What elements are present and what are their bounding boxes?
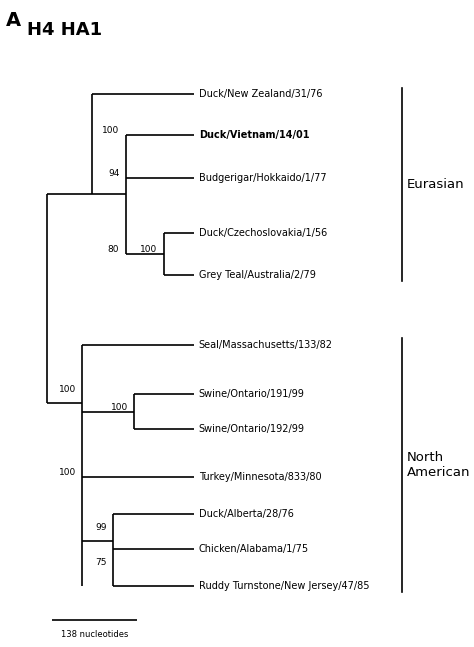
Text: Chicken/Alabama/1/75: Chicken/Alabama/1/75 — [199, 544, 309, 554]
Text: Duck/Czechoslovakia/1/56: Duck/Czechoslovakia/1/56 — [199, 228, 327, 237]
Text: 94: 94 — [108, 169, 119, 178]
Text: Ruddy Turnstone/New Jersey/47/85: Ruddy Turnstone/New Jersey/47/85 — [199, 581, 369, 591]
Text: North
American: North American — [407, 451, 470, 479]
Text: Duck/Alberta/28/76: Duck/Alberta/28/76 — [199, 509, 293, 519]
Text: 75: 75 — [95, 558, 107, 567]
Text: 100: 100 — [59, 386, 76, 395]
Text: 80: 80 — [108, 245, 119, 254]
Text: 99: 99 — [95, 523, 107, 532]
Text: 100: 100 — [110, 403, 128, 411]
Text: Swine/Ontario/192/99: Swine/Ontario/192/99 — [199, 424, 305, 434]
Text: Eurasian: Eurasian — [407, 178, 464, 191]
Text: H4 HA1: H4 HA1 — [27, 21, 102, 39]
Text: Budgerigar/Hokkaido/1/77: Budgerigar/Hokkaido/1/77 — [199, 173, 326, 183]
Text: Seal/Massachusetts/133/82: Seal/Massachusetts/133/82 — [199, 340, 333, 350]
Text: 138 nucleotides: 138 nucleotides — [61, 630, 128, 639]
Text: Swine/Ontario/191/99: Swine/Ontario/191/99 — [199, 389, 304, 399]
Text: Duck/New Zealand/31/76: Duck/New Zealand/31/76 — [199, 89, 322, 99]
Text: Grey Teal/Australia/2/79: Grey Teal/Australia/2/79 — [199, 270, 316, 280]
Text: A: A — [6, 11, 21, 30]
Text: 100: 100 — [140, 245, 157, 254]
Text: 100: 100 — [102, 126, 119, 135]
Text: 100: 100 — [59, 468, 76, 477]
Text: Duck/Vietnam/14/01: Duck/Vietnam/14/01 — [199, 130, 309, 140]
Text: Turkey/Minnesota/833/80: Turkey/Minnesota/833/80 — [199, 472, 321, 483]
